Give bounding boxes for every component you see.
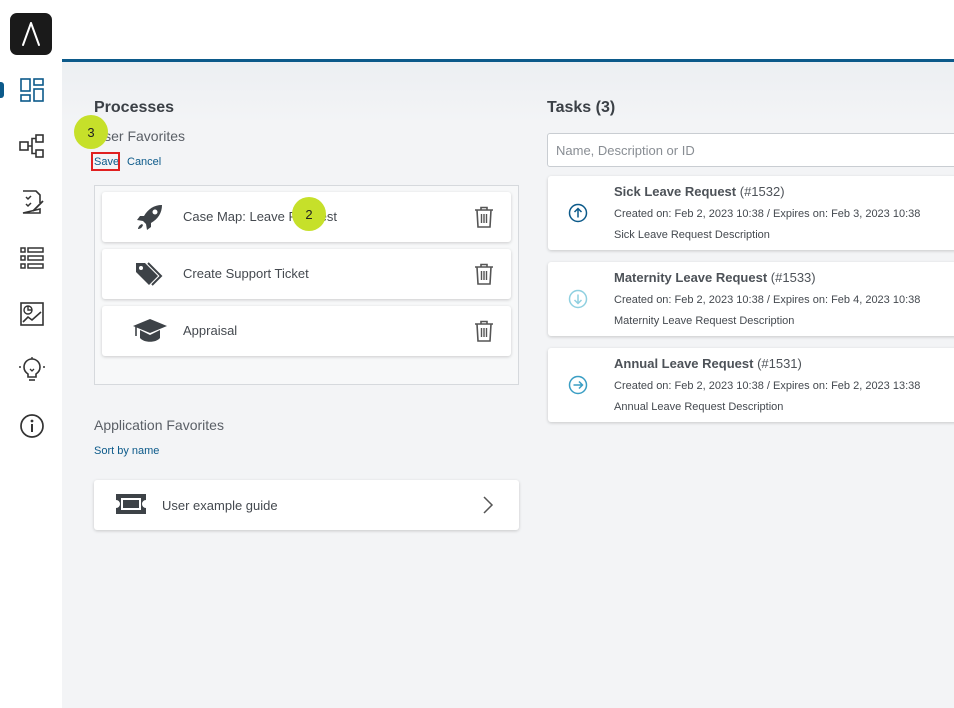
chevron-right-icon bbox=[482, 495, 494, 520]
app-favorite-label: User example guide bbox=[162, 498, 278, 513]
task-item-annual-leave[interactable]: Annual Leave Request (#1531) Created on:… bbox=[548, 348, 954, 422]
task-checklist-icon bbox=[22, 190, 44, 214]
user-favorites-label: User Favorites bbox=[94, 128, 186, 144]
task-id: (#1532) bbox=[739, 184, 785, 199]
tags-icon bbox=[132, 259, 168, 289]
task-description: Annual Leave Request Description bbox=[614, 401, 784, 413]
task-description: Maternity Leave Request Description bbox=[614, 315, 795, 327]
favorite-item-appraisal[interactable]: Appraisal bbox=[102, 306, 511, 356]
task-id: (#1533) bbox=[770, 270, 816, 285]
ticket-icon bbox=[114, 492, 148, 521]
task-name: Annual Leave Request (#1531) bbox=[614, 356, 802, 371]
delete-favorite-button[interactable] bbox=[472, 262, 496, 286]
list-icon bbox=[20, 247, 44, 269]
task-name-text: Annual Leave Request bbox=[614, 356, 754, 371]
task-item-sick-leave[interactable]: Sick Leave Request (#1532) Created on: F… bbox=[548, 176, 954, 250]
task-dates: Created on: Feb 2, 2023 10:38 / Expires … bbox=[614, 294, 921, 306]
save-button-highlight bbox=[91, 152, 120, 171]
active-nav-indicator bbox=[0, 82, 4, 98]
graduation-cap-icon bbox=[132, 316, 168, 346]
arrow-right-circle-icon bbox=[568, 375, 588, 400]
arrow-up-circle-icon bbox=[568, 203, 588, 228]
save-button[interactable]: Save bbox=[94, 156, 120, 168]
app-favorite-user-guide[interactable]: User example guide bbox=[94, 480, 519, 530]
task-id: (#1531) bbox=[757, 356, 802, 371]
trash-icon bbox=[475, 263, 493, 285]
application-favorites-label: Application Favorites bbox=[94, 417, 224, 433]
delete-favorite-button[interactable] bbox=[472, 319, 496, 343]
task-name: Sick Leave Request (#1532) bbox=[614, 184, 785, 199]
header-accent-line bbox=[62, 59, 954, 62]
task-dates: Created on: Feb 2, 2023 10:38 / Expires … bbox=[614, 380, 921, 392]
task-search-input[interactable] bbox=[547, 133, 954, 167]
arrow-down-circle-icon bbox=[568, 289, 588, 314]
task-name-text: Sick Leave Request bbox=[614, 184, 737, 199]
task-name-text: Maternity Leave Request bbox=[614, 270, 768, 285]
logo-lambda-icon bbox=[22, 22, 40, 46]
trash-icon bbox=[475, 320, 493, 342]
process-map-icon bbox=[19, 134, 44, 158]
info-icon bbox=[20, 414, 44, 438]
task-description: Sick Leave Request Description bbox=[614, 229, 770, 241]
task-dates: Created on: Feb 2, 2023 10:38 / Expires … bbox=[614, 208, 921, 220]
nav-tasks[interactable] bbox=[14, 184, 50, 220]
lightbulb-icon bbox=[19, 357, 45, 381]
tasks-title: Tasks (3) bbox=[547, 99, 616, 116]
nav-dashboard[interactable] bbox=[14, 72, 50, 108]
top-header bbox=[62, 0, 954, 59]
processes-title: Processes bbox=[94, 99, 175, 116]
app-logo[interactable] bbox=[10, 13, 52, 55]
favorite-item-support-ticket[interactable]: Create Support Ticket bbox=[102, 249, 511, 299]
rocket-icon bbox=[132, 202, 168, 232]
cancel-button[interactable]: Cancel bbox=[127, 156, 162, 168]
trash-icon bbox=[475, 206, 493, 228]
nav-process-map[interactable] bbox=[14, 128, 50, 164]
nav-reports[interactable] bbox=[14, 296, 50, 332]
step-badge-2: 2 bbox=[292, 197, 326, 231]
nav-info[interactable] bbox=[14, 408, 50, 444]
sort-by-name-link[interactable]: Sort by name bbox=[94, 445, 160, 457]
sidebar bbox=[0, 0, 62, 708]
task-item-maternity-leave[interactable]: Maternity Leave Request (#1533) Created … bbox=[548, 262, 954, 336]
report-chart-icon bbox=[20, 302, 44, 326]
delete-favorite-button[interactable] bbox=[472, 205, 496, 229]
nav-list[interactable] bbox=[14, 240, 50, 276]
dashboard-icon bbox=[20, 78, 44, 102]
task-name: Maternity Leave Request (#1533) bbox=[614, 270, 816, 285]
nav-ideas[interactable] bbox=[14, 352, 50, 388]
favorite-item-label: Appraisal bbox=[183, 323, 238, 338]
favorite-item-label: Create Support Ticket bbox=[183, 266, 309, 281]
step-badge-3: 3 bbox=[74, 115, 108, 149]
